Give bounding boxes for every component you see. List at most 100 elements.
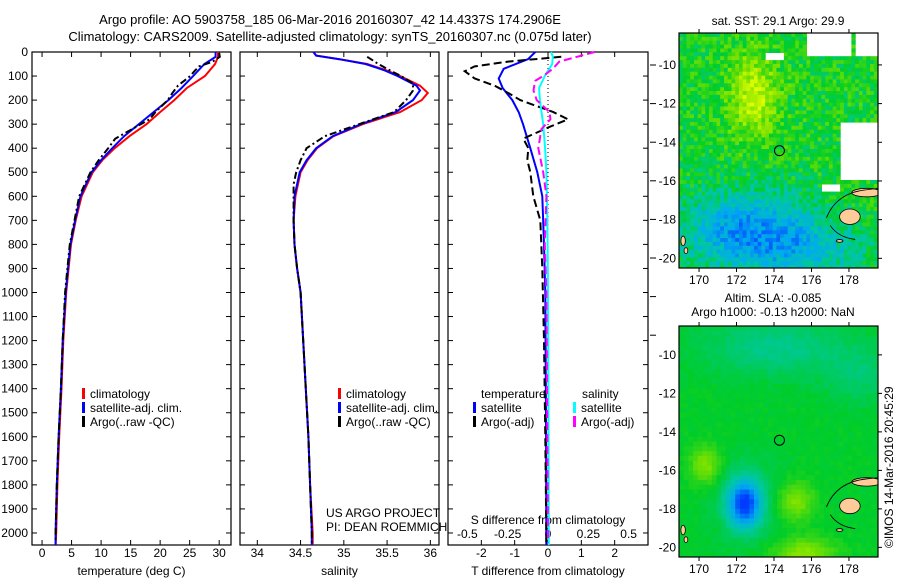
map-cell xyxy=(870,75,875,81)
map-cell xyxy=(697,67,702,73)
map-cell xyxy=(697,98,702,104)
map-cell xyxy=(690,195,695,200)
map-cell xyxy=(757,210,762,216)
map-cell xyxy=(711,494,718,500)
map-cell xyxy=(712,226,717,231)
map-cell xyxy=(716,71,721,77)
map-cell xyxy=(758,513,764,520)
map-cell xyxy=(725,422,732,428)
map-cell xyxy=(724,238,729,243)
map-cell xyxy=(727,98,732,104)
map-cell xyxy=(750,160,755,166)
map-cell xyxy=(716,210,721,216)
map-cell xyxy=(858,210,864,216)
map-cell xyxy=(810,218,815,224)
map-cell xyxy=(712,133,717,139)
map-cell xyxy=(795,187,800,193)
map-cell xyxy=(754,125,759,131)
map-cell xyxy=(757,79,762,84)
map-cell xyxy=(731,106,736,111)
map-cell xyxy=(735,44,740,50)
map-cell xyxy=(739,67,744,73)
map-cell xyxy=(697,137,702,142)
map-cell xyxy=(750,106,755,111)
map-cell xyxy=(758,480,764,486)
map-cell xyxy=(768,168,774,173)
map-cell xyxy=(821,63,826,69)
map-cell xyxy=(817,253,822,258)
map-cell xyxy=(720,222,725,227)
map-cell xyxy=(866,265,871,268)
map-cell xyxy=(711,451,718,457)
map-cell xyxy=(825,245,830,251)
map-cell xyxy=(739,40,744,46)
map-cell xyxy=(866,195,871,200)
map-cell xyxy=(679,79,684,84)
map-cell xyxy=(690,44,695,50)
map-cell xyxy=(688,335,694,341)
map-cell xyxy=(757,48,762,53)
map-cell xyxy=(754,422,760,428)
map-cell xyxy=(731,218,736,224)
map-cell xyxy=(754,172,759,177)
map-cell xyxy=(796,475,802,481)
map-cell xyxy=(782,359,788,366)
map-cell xyxy=(750,195,755,200)
map-cell xyxy=(787,125,792,131)
map-cell xyxy=(679,52,684,57)
map-cell xyxy=(832,234,837,239)
map-cell xyxy=(870,60,875,65)
map-cell xyxy=(716,164,721,169)
map-cell xyxy=(707,537,713,544)
map-cell xyxy=(840,257,845,262)
map-cell xyxy=(821,75,826,81)
map-cell xyxy=(697,335,703,341)
map-cell xyxy=(754,504,760,510)
map-cell xyxy=(742,98,747,104)
map-cell xyxy=(840,106,845,111)
map-cell xyxy=(727,172,732,177)
map-cell xyxy=(707,326,713,332)
map-cell xyxy=(777,552,783,557)
map-cell xyxy=(800,335,807,341)
map-cell xyxy=(776,261,781,266)
map-cell xyxy=(817,222,822,227)
map-cell xyxy=(749,494,755,500)
map-cell xyxy=(688,403,694,409)
map-cell xyxy=(679,176,684,181)
map-cell xyxy=(716,345,722,351)
map-cell xyxy=(750,63,755,69)
map-cell xyxy=(707,518,713,524)
map-cell xyxy=(720,218,725,224)
map-cell xyxy=(761,222,766,227)
map-cell xyxy=(786,451,792,457)
map-cell xyxy=(744,537,750,544)
map-cell xyxy=(802,129,807,135)
map-cell xyxy=(716,417,722,423)
map-cell xyxy=(711,499,718,505)
map-cell xyxy=(796,340,802,346)
map-cell xyxy=(858,203,864,208)
map-cell xyxy=(843,110,849,115)
map-cell xyxy=(772,257,777,262)
map-cell xyxy=(749,431,755,438)
map-cell xyxy=(810,164,815,169)
map-cell xyxy=(802,56,807,61)
map-cell xyxy=(828,547,835,553)
map-cell xyxy=(866,210,871,216)
map-cell xyxy=(819,350,825,356)
map-cell xyxy=(765,234,770,239)
map-cell xyxy=(817,91,822,96)
map-cell xyxy=(824,489,830,495)
map-cell xyxy=(832,152,837,158)
map-cell xyxy=(858,195,864,200)
map-cell xyxy=(724,48,729,53)
map-cell xyxy=(765,48,770,53)
map-cell xyxy=(730,350,736,356)
map-cell xyxy=(690,249,695,255)
map-cell xyxy=(720,152,725,158)
map-cell xyxy=(838,364,844,370)
map-cell xyxy=(707,427,713,433)
map-cell xyxy=(686,91,691,96)
map-cell xyxy=(765,122,770,127)
